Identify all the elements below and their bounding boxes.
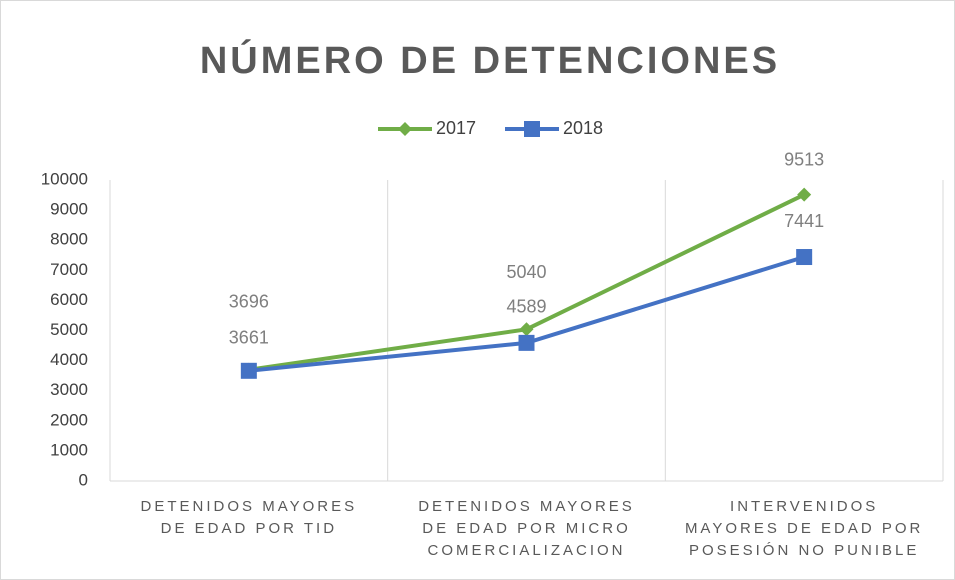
y-tick-label: 1000 <box>50 440 88 459</box>
x-tick-label: INTERVENIDOS MAYORES DE EDAD POR POSESIÓ… <box>684 498 924 559</box>
y-tick-label: 10000 <box>41 169 88 188</box>
legend-marker <box>524 121 540 137</box>
data-label: 7441 <box>784 211 824 231</box>
y-tick-label: 3000 <box>50 380 88 399</box>
y-tick-label: 9000 <box>50 200 88 219</box>
x-tick-label: DETENIDOS MAYORES DE EDAD POR MICRO COME… <box>418 498 635 559</box>
x-tick-label: DETENIDOS MAYORES DE EDAD POR TID <box>140 498 358 537</box>
y-tick-label: 8000 <box>50 230 88 249</box>
legend-marker <box>398 122 412 136</box>
data-point <box>797 187 812 202</box>
data-label: 5040 <box>506 262 546 282</box>
y-tick-label: 2000 <box>50 410 88 429</box>
data-label: 3661 <box>229 328 269 348</box>
data-point <box>796 249 813 266</box>
y-tick-label: 4000 <box>50 350 88 369</box>
chart-title: NÚMERO DE DETENCIONES <box>200 38 780 82</box>
y-tick-label: 6000 <box>50 290 88 309</box>
y-tick-label: 0 <box>79 470 88 489</box>
data-point <box>519 322 534 337</box>
legend-label: 2018 <box>563 118 603 138</box>
data-label: 9513 <box>784 149 824 169</box>
data-label: 3696 <box>229 292 269 312</box>
y-tick-label: 5000 <box>50 320 88 339</box>
data-point <box>240 362 257 379</box>
data-label: 4589 <box>506 297 546 317</box>
y-tick-label: 7000 <box>50 260 88 279</box>
data-point <box>518 334 535 351</box>
legend-label: 2017 <box>436 118 476 138</box>
